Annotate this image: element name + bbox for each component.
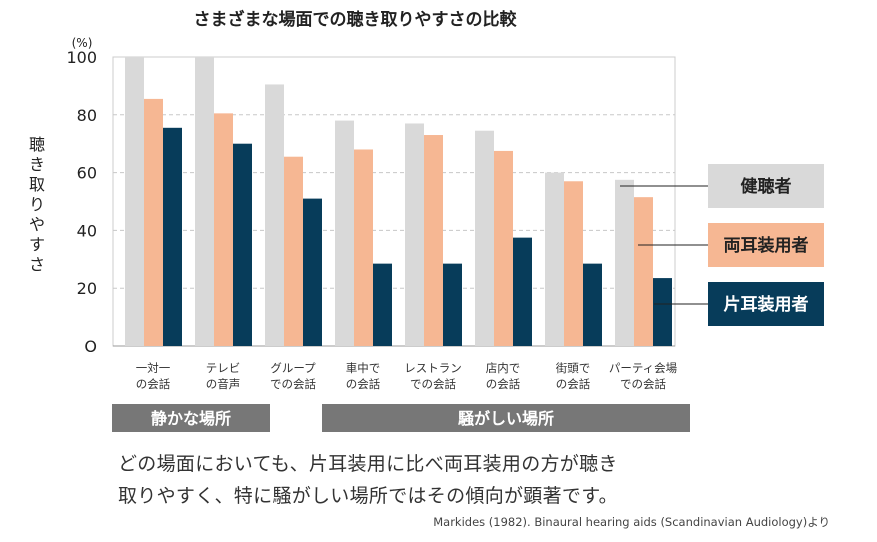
bar — [615, 179, 634, 346]
group-band — [322, 404, 690, 432]
group-band — [112, 404, 270, 432]
bar — [373, 263, 392, 346]
y-axis-label-char: き — [29, 155, 45, 174]
y-axis-label-char: や — [29, 215, 45, 234]
y-axis-label-char: り — [29, 195, 45, 214]
bar — [583, 263, 602, 346]
bar — [125, 57, 144, 346]
y-axis-label-char: 取 — [29, 175, 45, 194]
y-tick-label: O — [84, 337, 97, 356]
bar — [214, 113, 233, 346]
y-tick-label: 20 — [77, 279, 97, 298]
legend-swatch — [708, 282, 824, 326]
bar — [233, 143, 252, 346]
category-label: グループ — [270, 361, 316, 375]
category-label: 街頭で — [556, 361, 591, 375]
bar — [303, 198, 322, 346]
description-note: どの場面においても、片耳装用に比べ両耳装用の方が聴き 取りやすく、特に騒がしい場… — [118, 448, 618, 512]
bar — [443, 263, 462, 346]
category-label: テレビ — [206, 361, 241, 375]
category-label: での会話 — [410, 377, 456, 391]
category-label: での会話 — [270, 377, 316, 391]
bar — [284, 156, 303, 346]
bar — [195, 57, 214, 346]
category-label: 一対一 — [136, 361, 171, 375]
y-axis-label-char: す — [29, 235, 45, 254]
y-tick-label: 80 — [77, 106, 97, 125]
y-unit-label: (%) — [72, 36, 93, 50]
y-axis-label: 聴き取りやすさ — [29, 135, 45, 274]
bar — [545, 172, 564, 346]
category-label: 車中で — [346, 361, 381, 375]
bar — [144, 98, 163, 346]
y-axis-label-char: 聴 — [29, 135, 45, 154]
bar — [475, 130, 494, 346]
bar — [163, 127, 182, 347]
y-axis-ticks: O 20 40 60 80 100 — [66, 48, 97, 356]
bar — [494, 150, 513, 346]
y-tick-label: 100 — [66, 48, 97, 67]
y-axis-label-char: さ — [29, 255, 45, 274]
source-citation: Markides (1982). Binaural hearing aids (… — [433, 515, 830, 529]
bar — [653, 278, 672, 346]
chart-title: さまざまな場面での聴き取りやすさの比較 — [194, 9, 518, 30]
bar — [405, 123, 424, 346]
category-label: の音声 — [206, 377, 241, 391]
legend-label: 両耳装用者 — [724, 235, 809, 256]
bar — [634, 197, 653, 346]
legend-label: 片耳装用者 — [724, 294, 809, 315]
bar — [513, 237, 532, 346]
bar — [354, 149, 373, 346]
category-label: レストラン — [404, 361, 462, 375]
category-label: パーティ会場 — [609, 361, 678, 375]
category-label: の会話 — [136, 377, 171, 391]
note-line-1: どの場面においても、片耳装用に比べ両耳装用の方が聴き — [118, 453, 618, 475]
legend-label: 健聴者 — [741, 176, 792, 197]
category-label: の会話 — [346, 377, 381, 391]
bars — [125, 57, 672, 347]
bar — [424, 135, 443, 346]
legend-swatch — [708, 164, 824, 208]
y-tick-label: 60 — [77, 164, 97, 183]
group-band-label: 騒がしい場所 — [457, 409, 554, 428]
note-line-2: 取りやすく、特に騒がしい場所ではその傾向が顕著です。 — [118, 485, 618, 507]
category-label: 店内で — [486, 361, 521, 375]
category-label: での会話 — [620, 377, 666, 391]
bar — [335, 120, 354, 346]
bar — [265, 84, 284, 346]
y-tick-label: 40 — [77, 221, 97, 240]
category-label: の会話 — [556, 377, 591, 391]
group-labels: 静かな場所 騒がしい場所 — [112, 404, 690, 432]
category-label: の会話 — [486, 377, 521, 391]
legend-swatch — [708, 223, 824, 267]
chart: さまざまな場面での聴き取りやすさの比較 (%) 聴き取りやすさ O 20 40 60 8… — [29, 9, 824, 432]
group-band-label: 静かな場所 — [151, 409, 231, 428]
bar — [564, 181, 583, 346]
